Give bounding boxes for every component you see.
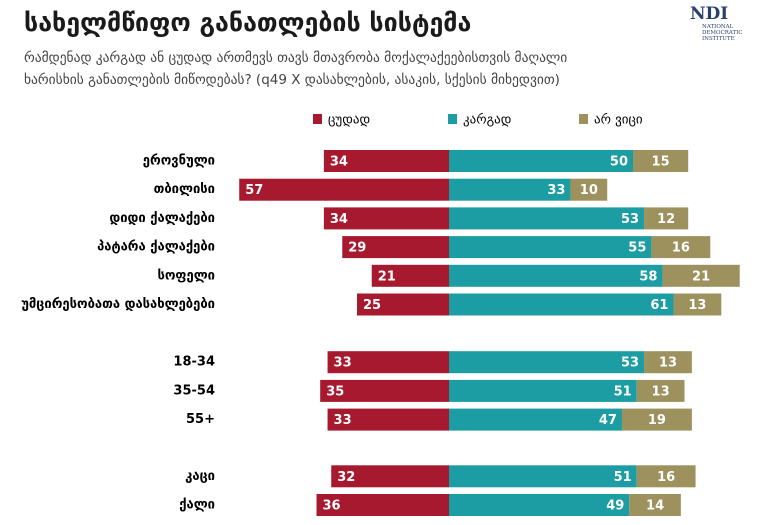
bar-good [449,207,645,230]
chart-subtitle: რამდენად კარგად ან ცუდად ართმევს თავს მთ… [24,50,568,88]
bar-good [449,150,633,172]
value-label: 50 [610,155,628,170]
category-label: კაცი [185,469,215,484]
value-label: 33 [334,413,352,428]
bar-good [449,494,630,516]
category-label: უმცირესობათა დასახლებები [21,297,215,312]
value-label: 61 [650,298,668,313]
bar-bad [327,408,449,431]
bar-bad [320,379,449,402]
value-label: 33 [547,183,565,198]
value-label: 51 [614,384,632,399]
bar-good [449,293,674,316]
value-label: 10 [580,183,598,198]
bar-dont-know [673,293,722,316]
bar-bad [331,465,449,488]
value-label: 19 [648,413,666,428]
bar-dont-know [636,379,685,402]
value-label: 13 [659,356,677,371]
chart-title: სახელმწიფო განათლების სისტემა [24,8,472,37]
value-label: 25 [363,298,381,313]
value-label: 29 [348,241,366,256]
logo-name: NDI [690,4,729,24]
category-label: 55+ [186,412,215,427]
value-label: 13 [652,384,670,399]
bar-bad [342,236,449,259]
value-label: 53 [621,356,639,371]
value-label: 49 [606,499,624,514]
value-label: 13 [688,298,706,313]
value-label: 36 [323,499,341,514]
value-label: 58 [639,269,657,284]
category-label: პატარა ქალაქები [97,240,215,255]
legend-swatch [579,114,588,124]
value-label: 57 [245,183,263,198]
legend-swatch [313,114,322,124]
bar-dont-know [651,236,711,259]
logo: NDI NATIONAL DEMOCRATIC INSTITUTE [690,4,760,42]
bar-good [449,408,622,431]
bar-bad [239,178,449,201]
legend-swatch [448,114,457,124]
value-label: 16 [672,241,690,256]
value-label: 12 [657,212,675,227]
bar-dont-know [662,264,740,287]
value-label: 14 [646,499,664,514]
category-label: 18-34 [173,355,215,370]
value-label: 21 [692,269,710,284]
value-label: 21 [378,269,396,284]
bar-bad [323,150,449,172]
value-label: 51 [614,470,632,485]
bar-good [449,178,571,201]
bar-good [449,465,637,488]
category-label: სოფელი [157,268,215,283]
category-label: თბილისი [154,182,215,197]
bar-good [449,236,652,259]
bar-bad [357,293,449,316]
value-label: 34 [330,212,348,227]
value-label: 55 [628,241,646,256]
category-label: ეროვნული [143,154,215,169]
value-label: 32 [337,470,355,485]
bar-bad [327,351,449,374]
value-label: 53 [621,212,639,227]
category-label: დიდი ქალაქები [109,211,215,226]
bar-dont-know [644,207,689,230]
bar-dont-know [636,465,696,488]
bar-bad [371,264,449,287]
bar-good [449,351,645,374]
bar-good [449,264,663,287]
bar-dont-know [644,351,692,374]
category-label: 35-54 [173,383,215,398]
value-label: 34 [330,155,348,170]
legend-label: ცუდად [328,113,370,128]
value-label: 16 [657,470,675,485]
bar-dont-know [570,178,608,201]
value-label: 15 [652,155,670,170]
bar-dont-know [621,408,692,431]
logo-caption: NATIONAL DEMOCRATIC INSTITUTE [702,24,743,42]
category-label: ქალი [179,498,215,513]
bar-bad [316,494,449,516]
bar-dont-know [633,150,689,172]
bar-bad [323,207,449,230]
bar-dont-know [629,494,681,516]
legend-label: კარგად [463,113,511,128]
value-label: 47 [599,413,617,428]
value-label: 33 [334,356,352,371]
bar-good [449,379,637,402]
legend-label: არ ვიცი [594,113,643,128]
value-label: 35 [326,384,344,399]
